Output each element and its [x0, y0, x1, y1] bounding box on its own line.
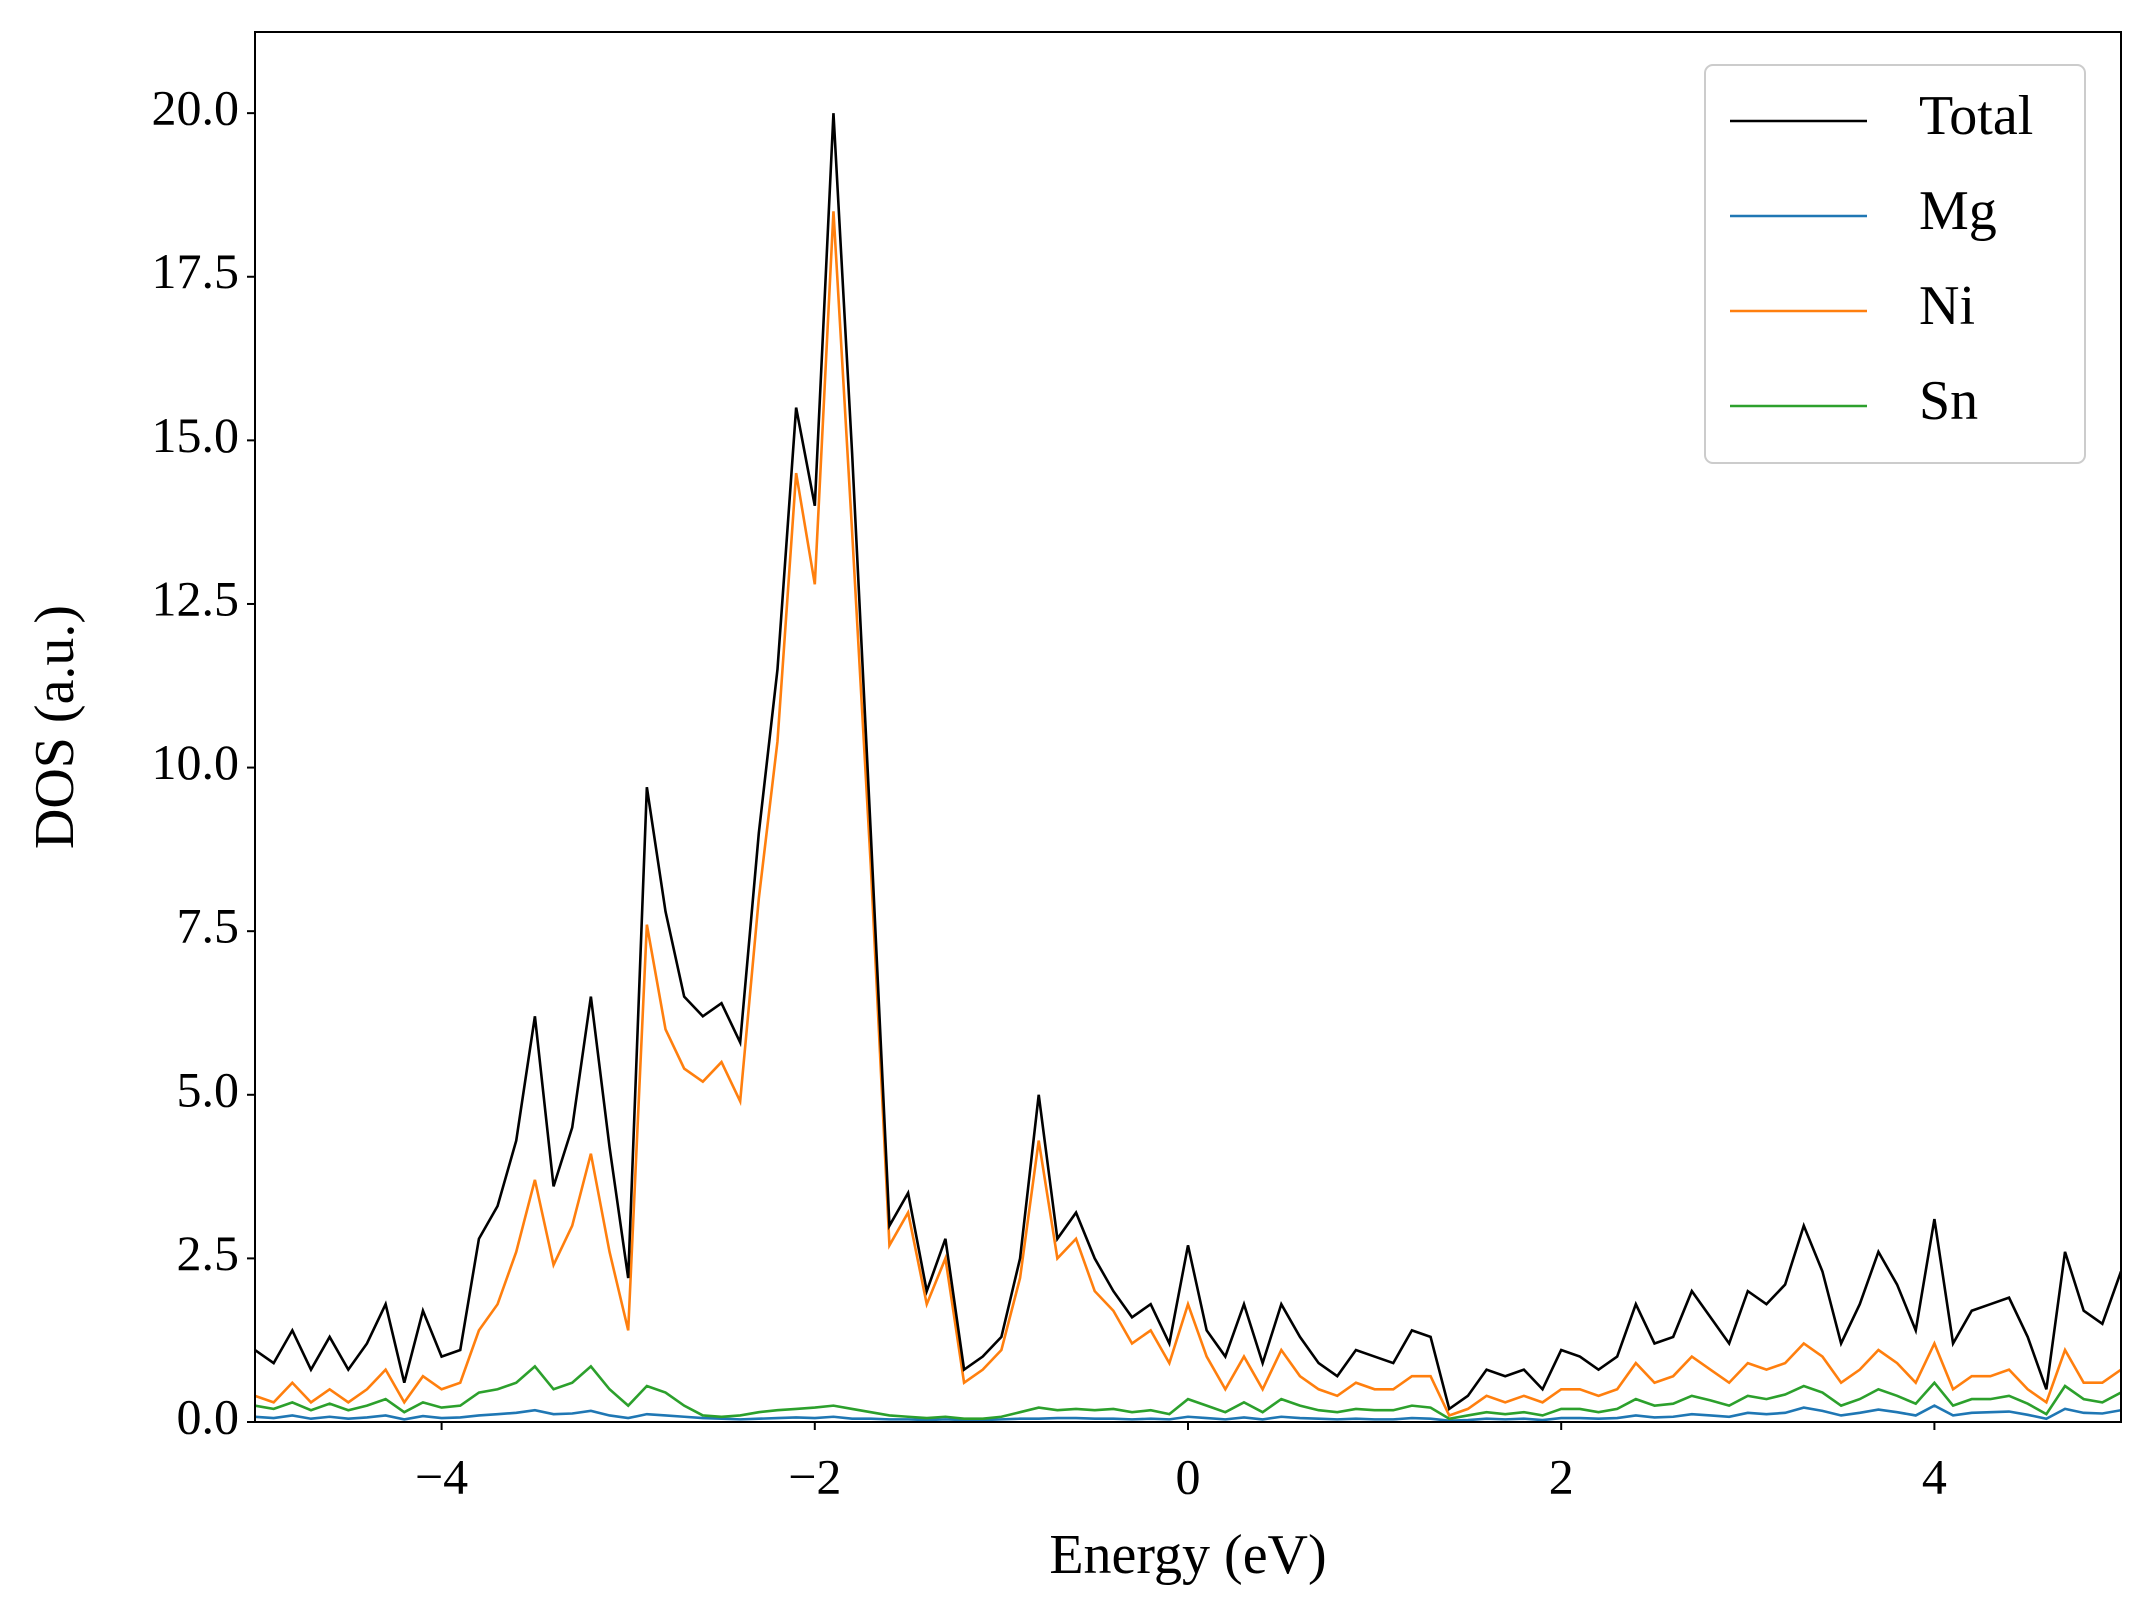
- y-tick-label: 10.0: [152, 734, 240, 790]
- line-series: [255, 1404, 2121, 1422]
- x-tick-label: 2: [1549, 1448, 1574, 1504]
- legend-label: Total: [1919, 85, 2033, 147]
- line-series: [255, 211, 2121, 1418]
- y-tick-label: 5.0: [177, 1061, 240, 1117]
- legend-box: [1704, 64, 2086, 464]
- y-tick-label: 17.5: [152, 243, 240, 299]
- plot-frame: [254, 31, 2122, 1423]
- y-tick-label: 7.5: [177, 898, 240, 954]
- y-tick-label: 20.0: [152, 80, 240, 136]
- legend-label: Ni: [1919, 275, 1975, 337]
- x-tick-label: 0: [1176, 1448, 1201, 1504]
- y-tick-label: 12.5: [152, 570, 240, 626]
- legend-label: Mg: [1919, 180, 1997, 242]
- line-series: [255, 113, 2121, 1412]
- x-tick-label: 4: [1922, 1448, 1947, 1504]
- y-axis-label: DOS (a.u.): [24, 605, 86, 849]
- x-tick-label: −2: [788, 1448, 841, 1504]
- y-tick-label: 2.5: [177, 1225, 240, 1281]
- legend-label: Sn: [1919, 370, 1978, 432]
- x-axis-label: Energy (eV): [1049, 1524, 1326, 1586]
- x-tick-label: −4: [415, 1448, 468, 1504]
- y-tick-label: 15.0: [152, 407, 240, 463]
- y-tick-label: 0.0: [177, 1388, 240, 1444]
- line-series: [255, 1364, 2121, 1421]
